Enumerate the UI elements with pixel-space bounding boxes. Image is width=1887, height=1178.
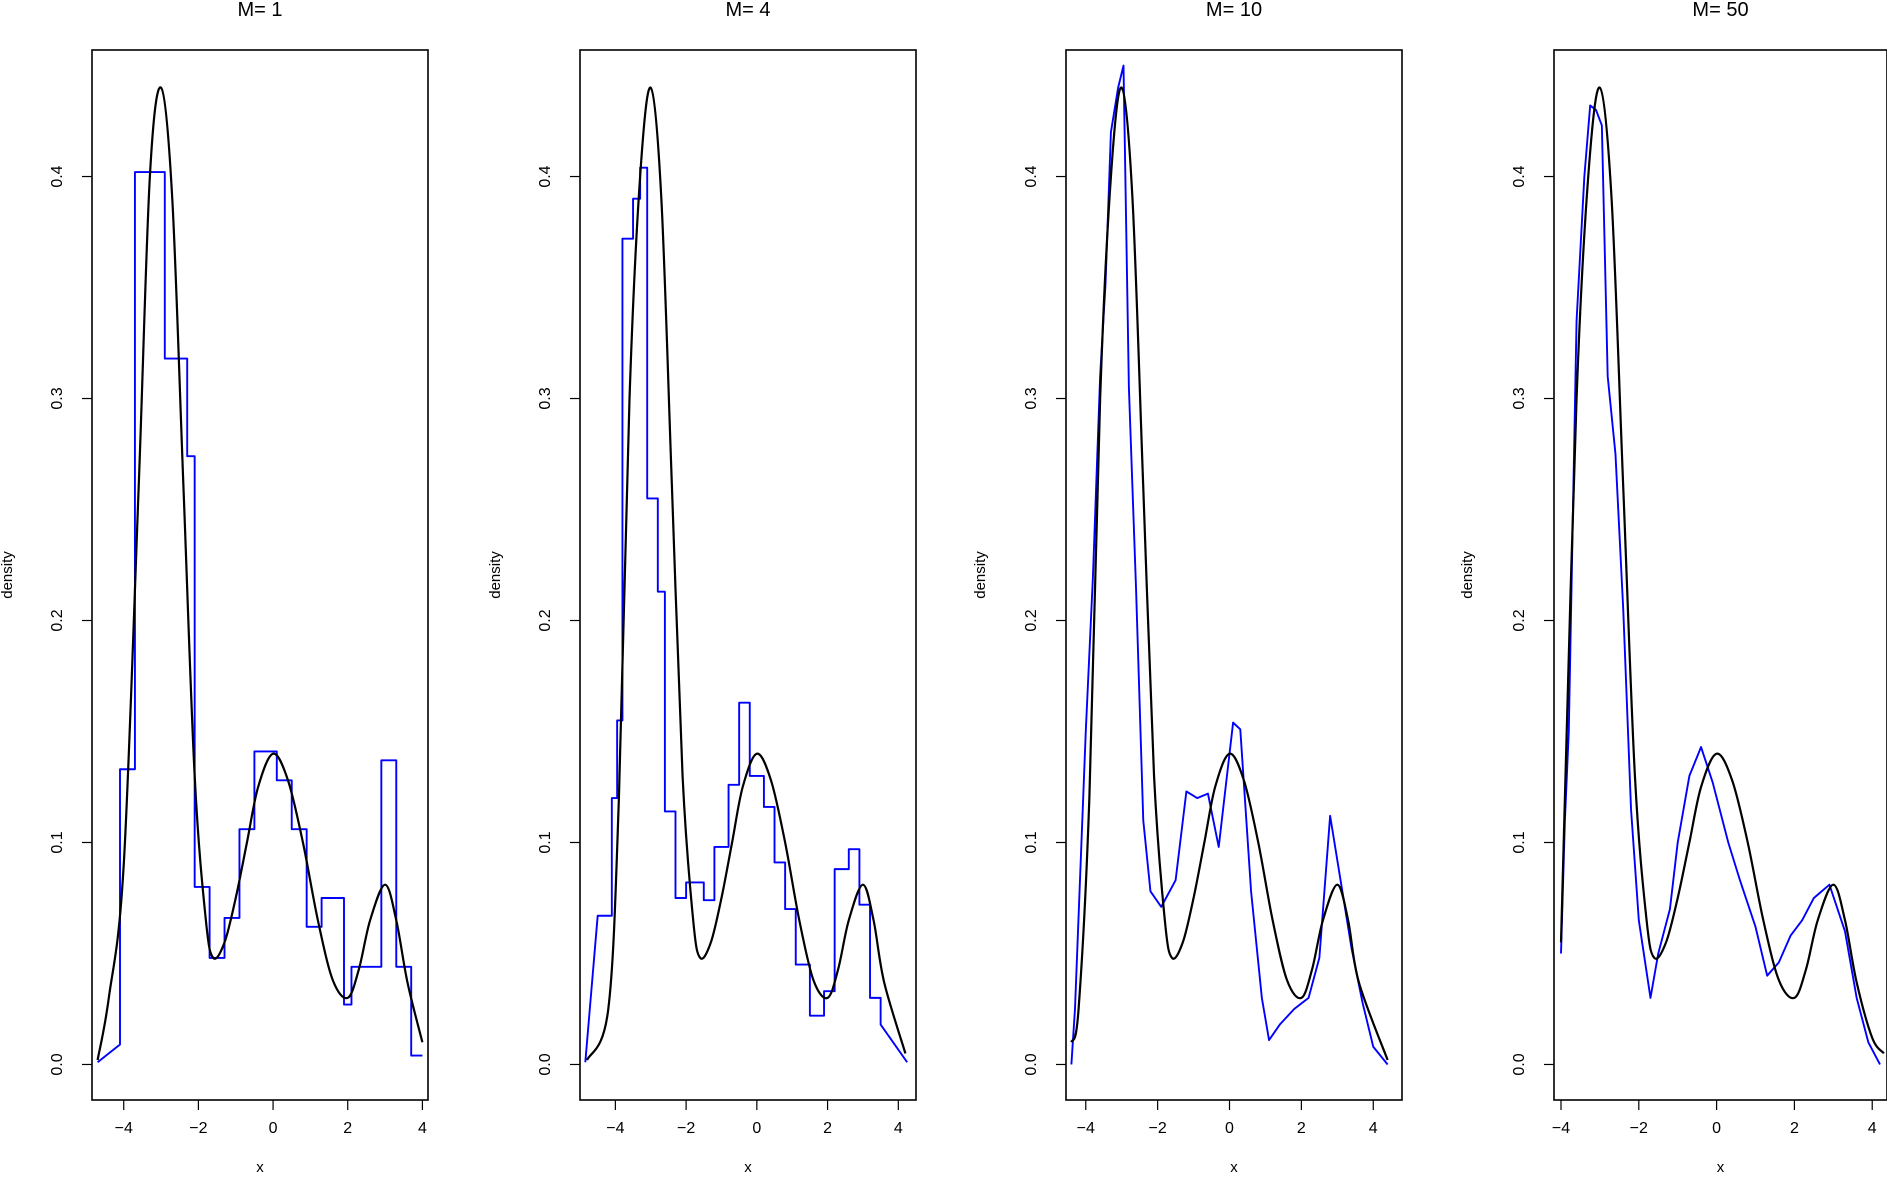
plot-frame [1065,49,1403,1101]
y-tick-label: 0.0 [537,1053,554,1075]
estimate-step-line [584,166,908,1063]
x-axis-label: x [1717,1159,1725,1176]
y-tick-label: 0.3 [1023,387,1040,409]
x-tick-label: −4 [606,1120,624,1137]
estimate-step-line [1560,104,1881,1065]
x-tick-label: −4 [1077,1120,1095,1137]
x-tick-label: 4 [418,1120,427,1137]
x-tick-label: 2 [1790,1120,1799,1137]
x-tick-label: 4 [1868,1120,1877,1137]
estimate-step-line [97,171,423,1064]
y-tick-label: 0.3 [537,387,554,409]
y-tick-label: 0.0 [49,1053,66,1075]
y-tick-label: 0.1 [537,831,554,853]
true-density-line [96,86,424,1061]
x-tick-label: 2 [823,1120,832,1137]
y-tick-label: 0.2 [1511,609,1528,631]
x-axis-label: x [744,1159,752,1176]
y-tick-label: 0.4 [49,165,66,187]
y-tick-label: 0.3 [49,387,66,409]
panel-title: M= 1 [237,0,282,21]
x-tick-label: 0 [1712,1120,1721,1137]
y-tick-label: 0.0 [1023,1053,1040,1075]
x-axis-label: x [256,1159,264,1176]
true-density-line [1070,86,1389,1061]
panel-title: M= 10 [1206,0,1262,21]
y-axis-label: density [972,551,989,599]
x-tick-label: −4 [1552,1120,1570,1137]
panel-4: M= 50 −4 −2 0 2 4 0.0 0.1 0.2 0.3 0.4 x density [1459,0,1887,1176]
plot-frame [91,49,429,1101]
x-tick-label: 2 [343,1120,352,1137]
x-tick-label: 4 [894,1120,903,1137]
y-tick-label: 0.1 [49,831,66,853]
y-axis-label: density [487,551,504,599]
x-tick-label: 0 [752,1120,761,1137]
true-density-line [586,86,907,1061]
x-tick-label: 0 [269,1120,278,1137]
x-tick-label: −2 [1149,1120,1167,1137]
true-density-line [1559,86,1885,1055]
plot-frame [579,49,917,1101]
x-tick-label: 4 [1369,1120,1378,1137]
y-tick-label: 0.1 [1511,831,1528,853]
x-tick-label: 2 [1297,1120,1306,1137]
y-tick-label: 0.3 [1511,387,1528,409]
y-tick-label: 0.2 [49,609,66,631]
plot-frame [1553,49,1887,1101]
y-tick-label: 0.2 [537,609,554,631]
y-tick-label: 0.4 [1511,165,1528,187]
y-tick-label: 0.2 [1023,609,1040,631]
panel-1: M= 1 −4 −2 0 2 4 0.0 0.1 0.2 0.3 0.4 x density [0,0,429,1176]
x-tick-label: −2 [1630,1120,1648,1137]
x-tick-label: −2 [677,1120,695,1137]
y-tick-label: 0.4 [1023,165,1040,187]
y-tick-label: 0.4 [537,165,554,187]
y-axis-label: density [1459,551,1476,599]
estimate-step-line [1070,64,1389,1066]
x-tick-label: 0 [1225,1120,1234,1137]
panel-title: M= 4 [725,0,770,21]
x-axis-label: x [1230,1159,1238,1176]
y-tick-label: 0.1 [1023,831,1040,853]
x-tick-label: −2 [189,1120,207,1137]
x-tick-label: −4 [115,1120,133,1137]
y-axis-label: density [0,551,16,599]
panel-3: M= 10 −4 −2 0 2 4 0.0 0.1 0.2 0.3 0.4 x density [972,0,1403,1176]
y-tick-label: 0.0 [1511,1053,1528,1075]
panel-title: M= 50 [1692,0,1748,21]
panel-2: M= 4 −4 −2 0 2 4 0.0 0.1 0.2 0.3 0.4 x density [487,0,917,1176]
